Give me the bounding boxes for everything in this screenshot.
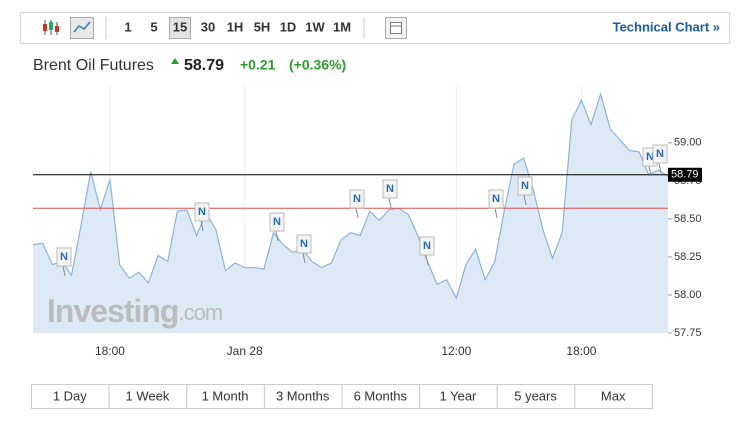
settings-icon[interactable] bbox=[385, 17, 407, 39]
y-tick-label: 57.75 bbox=[674, 327, 702, 339]
last-price-tag-label: 58.79 bbox=[671, 169, 699, 181]
range-button-label[interactable]: 1 Week bbox=[126, 388, 170, 403]
interval-button[interactable]: 1D bbox=[280, 19, 297, 34]
x-tick-label: Jan 28 bbox=[227, 344, 263, 358]
price-change: +0.21 bbox=[240, 57, 276, 73]
news-pin bbox=[355, 207, 359, 219]
range-button[interactable] bbox=[186, 384, 265, 409]
watermark-brand: Investing bbox=[47, 293, 178, 329]
line-icon[interactable] bbox=[70, 17, 94, 39]
y-tick-label: 58.00 bbox=[674, 289, 702, 301]
active-interval-bg bbox=[169, 17, 191, 39]
range-button-label[interactable]: 1 Day bbox=[53, 388, 87, 403]
technical-chart-link[interactable]: Technical Chart » bbox=[613, 19, 720, 34]
news-pin bbox=[425, 254, 429, 266]
y-tick-label: 58.50 bbox=[674, 213, 702, 225]
news-marker-label[interactable]: N bbox=[492, 193, 500, 205]
range-button[interactable] bbox=[263, 384, 343, 409]
news-marker[interactable] bbox=[419, 236, 435, 256]
news-pin bbox=[523, 194, 527, 206]
news-marker[interactable] bbox=[517, 176, 533, 196]
news-pin bbox=[275, 230, 279, 242]
x-tick-label: 18:00 bbox=[95, 344, 125, 358]
news-marker-label[interactable]: N bbox=[353, 193, 361, 205]
news-marker[interactable] bbox=[349, 189, 365, 209]
range-button[interactable] bbox=[341, 384, 421, 409]
price-line bbox=[32, 92, 669, 300]
range-button-label[interactable]: Max bbox=[601, 388, 626, 403]
news-marker-label[interactable]: N bbox=[646, 151, 654, 163]
interval-button[interactable]: 5 bbox=[150, 19, 157, 34]
news-pin bbox=[494, 207, 498, 219]
y-tick-label: 59.00 bbox=[674, 137, 702, 149]
news-pin bbox=[62, 265, 66, 277]
area bbox=[33, 94, 668, 333]
range-button-label[interactable]: 1 Year bbox=[440, 388, 478, 403]
range-buttons: 1 Day 1 Week 1 Month 3 Months 6 Months 1 Year… bbox=[31, 384, 653, 409]
interval-button[interactable]: 5H bbox=[254, 19, 271, 34]
interval-button[interactable]: 30 bbox=[201, 19, 215, 34]
range-button-label[interactable]: 6 Months bbox=[354, 388, 408, 403]
news-pin bbox=[302, 252, 306, 264]
range-button-label[interactable]: 3 Months bbox=[276, 388, 330, 403]
news-pin bbox=[648, 165, 652, 177]
news-marker-label[interactable]: N bbox=[423, 240, 431, 252]
x-tick-label: 18:00 bbox=[566, 344, 596, 358]
interval-button[interactable]: 1M bbox=[333, 19, 351, 34]
news-marker-label[interactable]: N bbox=[386, 183, 394, 195]
news-marker[interactable] bbox=[56, 247, 72, 267]
x-tick-label: 12:00 bbox=[441, 344, 471, 358]
range-button[interactable] bbox=[496, 384, 576, 409]
instrument-name: Brent Oil Futures bbox=[33, 57, 154, 74]
last-price: 58.79 bbox=[184, 57, 224, 74]
watermark: Investing.com bbox=[47, 293, 222, 329]
news-marker[interactable] bbox=[296, 234, 312, 254]
news-marker[interactable] bbox=[382, 179, 398, 199]
range-button[interactable] bbox=[31, 384, 110, 409]
news-marker[interactable] bbox=[488, 189, 504, 209]
range-button[interactable] bbox=[419, 384, 498, 409]
news-pin bbox=[658, 162, 662, 174]
news-marker-label[interactable]: N bbox=[656, 148, 664, 160]
news-pin bbox=[388, 197, 392, 209]
news-marker[interactable] bbox=[194, 202, 210, 222]
watermark-suffix: .com bbox=[178, 300, 222, 325]
news-marker-label[interactable]: N bbox=[273, 216, 281, 228]
interval-button[interactable]: 1H bbox=[227, 19, 244, 34]
range-button[interactable] bbox=[574, 384, 653, 409]
y-tick-label: 58.25 bbox=[674, 251, 702, 263]
interval-button[interactable]: 1 bbox=[124, 19, 131, 34]
up-arrow bbox=[171, 58, 179, 64]
news-marker[interactable] bbox=[269, 212, 285, 232]
candle-icon[interactable] bbox=[43, 20, 59, 35]
last-price-tag bbox=[668, 167, 702, 182]
news-marker-label[interactable]: N bbox=[198, 206, 206, 218]
news-marker[interactable] bbox=[652, 144, 668, 164]
price-change-percent: (+0.36%) bbox=[289, 57, 346, 73]
news-pin bbox=[200, 220, 204, 232]
toolbar bbox=[20, 12, 730, 44]
range-button-label[interactable]: 1 Month bbox=[202, 388, 249, 403]
news-marker-label[interactable]: N bbox=[300, 238, 308, 250]
interval-button[interactable]: 15 bbox=[173, 19, 187, 34]
news-marker-label[interactable]: N bbox=[521, 180, 529, 192]
news-marker-label[interactable]: N bbox=[60, 251, 68, 263]
range-button-label[interactable]: 5 years bbox=[514, 388, 557, 403]
interval-button[interactable]: 1W bbox=[305, 19, 325, 34]
